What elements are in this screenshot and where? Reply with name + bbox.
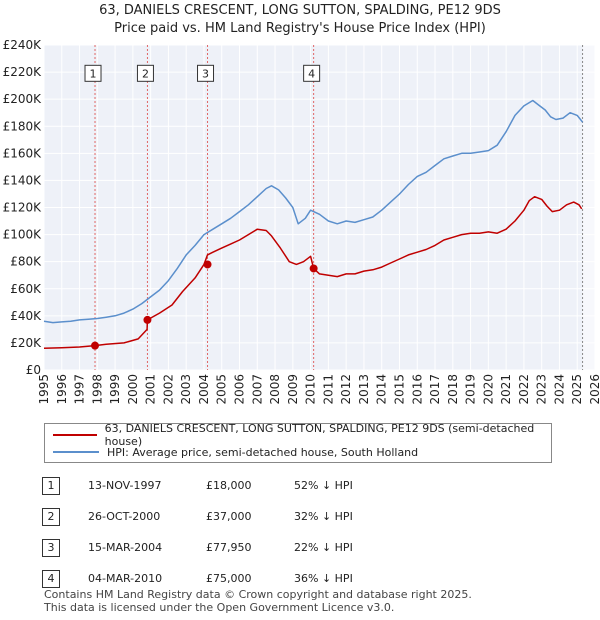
x-tick-label: 2000 [126,374,140,405]
transaction-hpi: 32% ↓ HPI [294,510,353,523]
transaction-date: 15-MAR-2004 [88,541,163,554]
x-tick-label: 2007 [250,374,264,405]
sale-point [143,315,152,324]
hpi-line [43,99,584,324]
x-tick-label: 1996 [55,374,69,405]
y-tick-label: £180K [3,119,43,133]
x-tick-label: 2016 [410,374,424,405]
chart-subtitle: Price paid vs. HM Land Registry's House … [114,21,486,36]
legend-swatch-hpi [53,451,99,453]
legend-item-hpi: HPI: Average price, semi-detached house,… [53,444,418,460]
x-tick-label: 2012 [339,374,353,405]
footer-copyright: Contains HM Land Registry data © Crown c… [44,588,472,601]
x-tick-label: 2026 [588,374,600,405]
y-tick-label: £200K [3,92,43,106]
x-tick-label: 2019 [464,374,478,405]
x-tick-label: 2011 [321,374,335,405]
transaction-price: £75,000 [206,572,252,585]
sale-label-box [303,64,321,82]
transaction-hpi: 52% ↓ HPI [294,479,353,492]
x-tick-label: 2023 [535,374,549,405]
x-tick-label: 2013 [357,374,371,405]
y-tick-label: £160K [3,146,43,160]
transaction-price: £37,000 [206,510,252,523]
table-row: 2 26-OCT-2000 £37,000 32% ↓ HPI [42,501,394,532]
transactions-table: 1 13-NOV-1997 £18,000 52% ↓ HPI 2 26-OCT… [42,470,394,594]
legend-label-property: 63, DANIELS CRESCENT, LONG SUTTON, SPALD… [104,422,535,448]
x-tick-label: 2015 [392,374,406,405]
transaction-number: 1 [42,476,60,495]
sale-point [91,341,100,350]
x-tick-label: 2021 [499,374,513,405]
x-tick-label: 2018 [446,374,460,405]
y-tick-label: £80K [10,255,42,269]
x-tick-label: 2017 [428,374,442,405]
x-tick-label: 2010 [304,374,318,405]
legend-label-hpi: HPI: Average price, semi-detached house,… [107,445,419,459]
transaction-number: 3 [42,538,60,557]
sale-point [309,264,318,273]
table-row: 1 13-NOV-1997 £18,000 52% ↓ HPI [42,470,394,501]
price-chart: £0 £20K £40K £60K £80K £100K £120K £140K £160K £1… [3,38,600,405]
sale-point [203,260,212,269]
property-price-line [43,195,583,350]
y-tick-label: £120K [3,201,43,215]
x-tick-label: 2001 [144,374,158,405]
table-row: 3 15-MAR-2004 £77,950 22% ↓ HPI [42,532,394,563]
legend-swatch-property [53,434,97,436]
x-tick-label: 1999 [108,374,122,405]
transaction-date: 13-NOV-1997 [88,479,162,492]
sale-label: 1 [90,67,97,80]
sale-label-box [84,64,102,82]
transaction-price: £77,950 [206,541,252,554]
sale-label-box [197,64,215,82]
x-tick-label: 2024 [552,374,566,405]
x-tick-label: 1995 [37,374,51,405]
y-tick-label: £100K [3,228,43,242]
x-tick-label: 1997 [73,374,87,405]
y-tick-label: £220K [3,65,43,79]
sale-label: 2 [142,67,149,80]
x-tick-label: 2003 [179,374,193,405]
transaction-number: 4 [42,569,60,588]
sale-label: 4 [308,67,315,80]
transaction-date: 04-MAR-2010 [88,572,163,585]
x-tick-label: 2020 [481,374,495,405]
x-tick-label: 2005 [215,374,229,405]
x-tick-label: 2002 [161,374,175,405]
chart-title: 63, DANIELS CRESCENT, LONG SUTTON, SPALD… [99,3,501,18]
y-tick-label: £140K [3,173,43,187]
sale-label-box [136,64,154,82]
y-tick-label: £60K [10,282,42,296]
footer-licence: This data is licensed under the Open Gov… [44,601,395,614]
y-tick-label: £0 [26,363,41,377]
x-tick-label: 2008 [268,374,282,405]
y-tick-label: £20K [10,336,42,350]
transaction-number: 2 [42,507,60,526]
chart-legend: 63, DANIELS CRESCENT, LONG SUTTON, SPALD… [44,422,552,463]
y-tick-label: £240K [3,38,43,52]
transaction-date: 26-OCT-2000 [88,510,161,523]
table-row: 4 04-MAR-2010 £75,000 36% ↓ HPI [42,563,394,594]
y-tick-label: £40K [10,309,42,323]
x-tick-label: 1998 [90,374,104,405]
x-tick-label: 2009 [286,374,300,405]
sale-label: 3 [202,67,209,80]
transaction-hpi: 22% ↓ HPI [294,541,353,554]
x-tick-label: 2022 [517,374,531,405]
x-tick-label: 2014 [375,374,389,405]
x-tick-label: 2006 [233,374,247,405]
transaction-price: £18,000 [206,479,252,492]
x-tick-label: 2004 [197,374,211,405]
legend-item-property: 63, DANIELS CRESCENT, LONG SUTTON, SPALD… [53,422,551,448]
transaction-hpi: 36% ↓ HPI [294,572,353,585]
x-tick-label: 2025 [570,374,584,405]
